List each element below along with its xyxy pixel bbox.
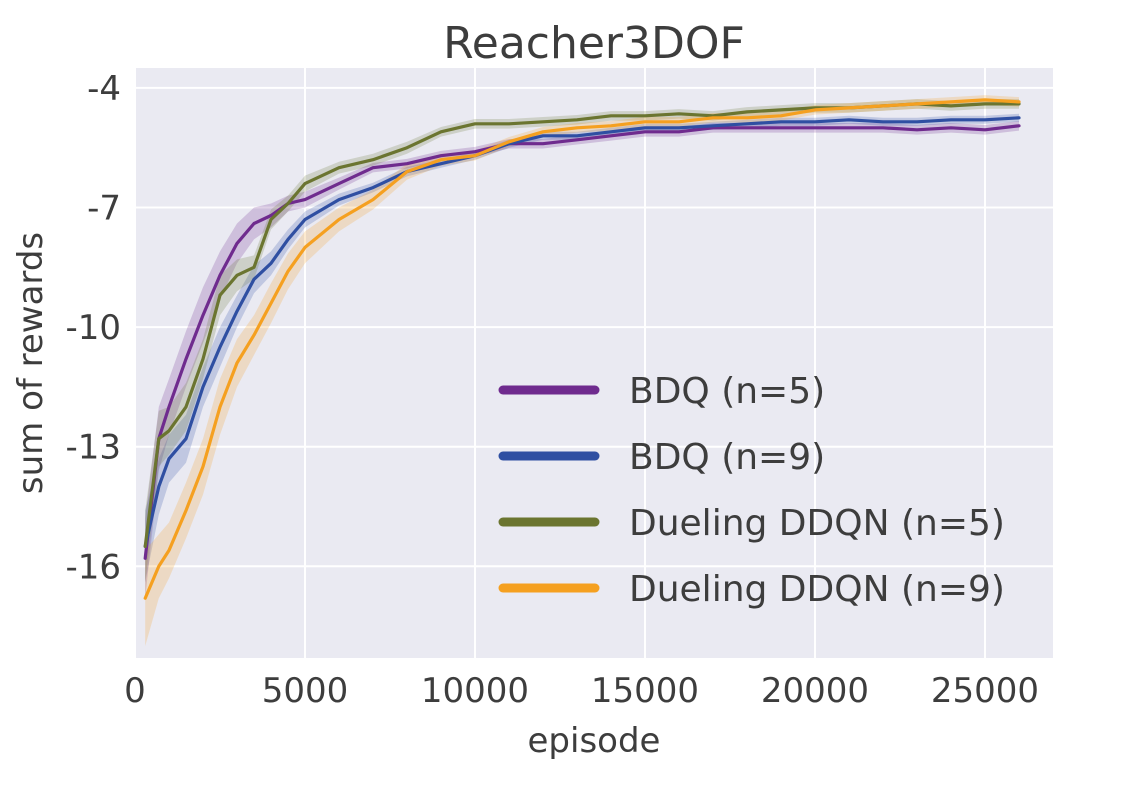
legend-label-4: Dueling DDQN (n=9): [629, 569, 1005, 610]
legend-label-2: BDQ (n=9): [629, 437, 825, 478]
series-line-4: [143, 98, 1021, 600]
legend-label-1: BDQ (n=5): [629, 371, 825, 412]
x-tick-labels: 0 5000 10000 15000 20000 25000: [124, 671, 1039, 711]
y-tick-label: -7: [87, 189, 121, 229]
x-tick-label: 0: [124, 671, 146, 711]
grid-lines: [134, 68, 1053, 658]
legend: BDQ (n=5) BDQ (n=9) Dueling DDQN (n=5) Duel…: [498, 371, 1005, 610]
x-tick-label: 25000: [931, 671, 1039, 711]
plot-area: [135, 68, 1053, 658]
y-tick-labels: -4 -7 -10 -13 -16: [65, 69, 121, 587]
y-tick-label: -4: [87, 69, 121, 109]
series-lines: [143, 98, 1021, 600]
x-axis-label: episode: [528, 721, 661, 761]
chart-title: Reacher3DOF: [443, 18, 745, 69]
y-tick-label: -13: [65, 428, 121, 468]
y-axis-label: sum of rewards: [11, 232, 51, 494]
x-tick-label: 5000: [262, 671, 349, 711]
y-tick-label: -16: [65, 547, 121, 587]
x-tick-label: 15000: [591, 671, 699, 711]
legend-label-3: Dueling DDQN (n=5): [629, 503, 1005, 544]
x-tick-label: 20000: [761, 671, 869, 711]
y-tick-label: -10: [65, 308, 121, 348]
x-tick-label: 10000: [421, 671, 529, 711]
